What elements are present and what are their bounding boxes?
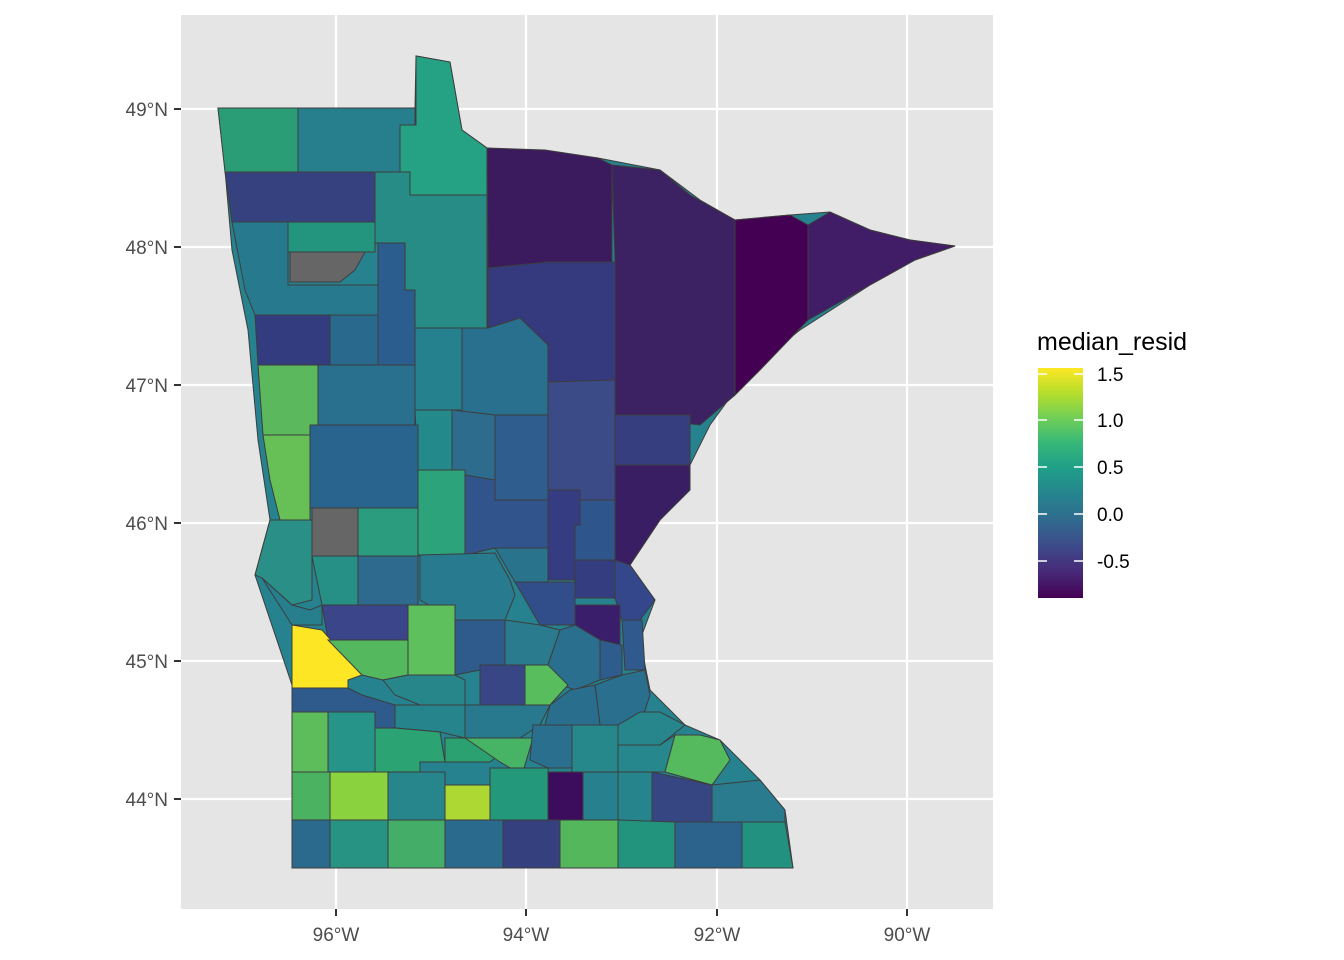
county-mahnomen[interactable] <box>329 314 379 366</box>
county-norman[interactable] <box>254 314 331 366</box>
county-winona-south[interactable] <box>711 779 786 823</box>
county-koochiching[interactable] <box>486 147 613 269</box>
legend-colorbar <box>1038 368 1083 598</box>
county-isanti[interactable] <box>574 559 616 599</box>
county-todd[interactable] <box>417 469 466 556</box>
county-carver[interactable] <box>524 664 569 706</box>
county-washington[interactable] <box>621 619 646 671</box>
legend-label: 1.0 <box>1097 411 1123 432</box>
county-pennington[interactable] <box>287 221 376 253</box>
county-waseca[interactable] <box>547 771 584 821</box>
county-ramsey[interactable] <box>599 639 623 681</box>
x-tick-label: 94°W <box>503 925 550 946</box>
county-clay[interactable] <box>257 364 319 436</box>
county-murray[interactable] <box>329 771 389 821</box>
county-mille-lacs-north[interactable] <box>494 414 549 501</box>
y-tick-label: 48°N <box>126 238 168 259</box>
county-wadena[interactable] <box>414 409 453 471</box>
county-aitkin[interactable] <box>547 379 616 501</box>
y-tick-label: 47°N <box>126 376 168 397</box>
county-houston[interactable] <box>741 821 794 869</box>
county-renville[interactable] <box>394 704 466 739</box>
y-tick-label: 49°N <box>126 100 168 121</box>
county-mower[interactable] <box>617 819 676 869</box>
axis-ticks <box>174 108 908 916</box>
county-grant[interactable] <box>311 507 359 557</box>
county-steele[interactable] <box>582 771 619 821</box>
county-rice[interactable] <box>529 724 573 769</box>
county-becker[interactable] <box>317 364 416 426</box>
county-dodge-north[interactable] <box>571 724 619 773</box>
legend-label: -0.5 <box>1097 552 1130 573</box>
county-red-lake[interactable] <box>289 251 366 283</box>
county-jackson[interactable] <box>387 819 446 869</box>
legend-label: 0.0 <box>1097 505 1123 526</box>
county-chisago-north[interactable] <box>574 499 616 561</box>
y-tick-label: 46°N <box>126 514 168 535</box>
county-marshall[interactable] <box>224 171 376 223</box>
county-blue-earth[interactable] <box>489 767 549 821</box>
county-cook[interactable] <box>807 211 956 321</box>
county-sibley[interactable] <box>464 704 551 739</box>
county-dodge[interactable] <box>617 771 653 823</box>
county-faribault[interactable] <box>502 819 561 869</box>
legend-label: 1.5 <box>1097 365 1123 386</box>
county-pope[interactable] <box>357 555 419 606</box>
county-kittson[interactable] <box>217 107 299 173</box>
legend-label: 0.5 <box>1097 458 1123 479</box>
county-scott[interactable] <box>544 684 601 726</box>
county-redwood[interactable] <box>327 711 376 773</box>
county-mcleod[interactable] <box>479 664 526 706</box>
y-tick-label: 44°N <box>126 790 168 811</box>
county-rock[interactable] <box>291 819 331 869</box>
county-douglas[interactable] <box>357 507 419 557</box>
y-tick-label: 45°N <box>126 652 168 673</box>
x-tick-label: 96°W <box>313 925 360 946</box>
county-cottonwood[interactable] <box>387 771 446 821</box>
county-layer <box>217 55 956 869</box>
legend-title: median_resid <box>1037 328 1187 356</box>
county-lac-qui-parle[interactable] <box>321 604 409 641</box>
county-carlton[interactable] <box>614 414 691 466</box>
county-watonwan[interactable] <box>444 784 491 821</box>
county-swift[interactable] <box>407 604 456 676</box>
x-axis-labels: 96°W 94°W 92°W 90°W <box>313 925 931 946</box>
x-tick-label: 92°W <box>694 925 741 946</box>
county-pipestone[interactable] <box>291 771 331 821</box>
county-lyon[interactable] <box>291 711 329 773</box>
county-meeker[interactable] <box>382 674 466 706</box>
county-hubbard[interactable] <box>414 327 463 411</box>
county-freeborn[interactable] <box>559 819 619 869</box>
county-otter-tail[interactable] <box>309 424 419 509</box>
y-axis-labels: 49°N 48°N 47°N 46°N 45°N 44°N <box>126 100 168 811</box>
legend: median_resid 1.5 1.0 0.5 0.0 -0.5 <box>1037 328 1187 598</box>
x-tick-label: 90°W <box>884 925 931 946</box>
county-winona[interactable] <box>664 734 731 786</box>
county-nobles[interactable] <box>329 819 389 869</box>
county-martin[interactable] <box>444 819 504 869</box>
county-fillmore[interactable] <box>674 821 743 869</box>
county-roseau[interactable] <box>297 107 416 173</box>
